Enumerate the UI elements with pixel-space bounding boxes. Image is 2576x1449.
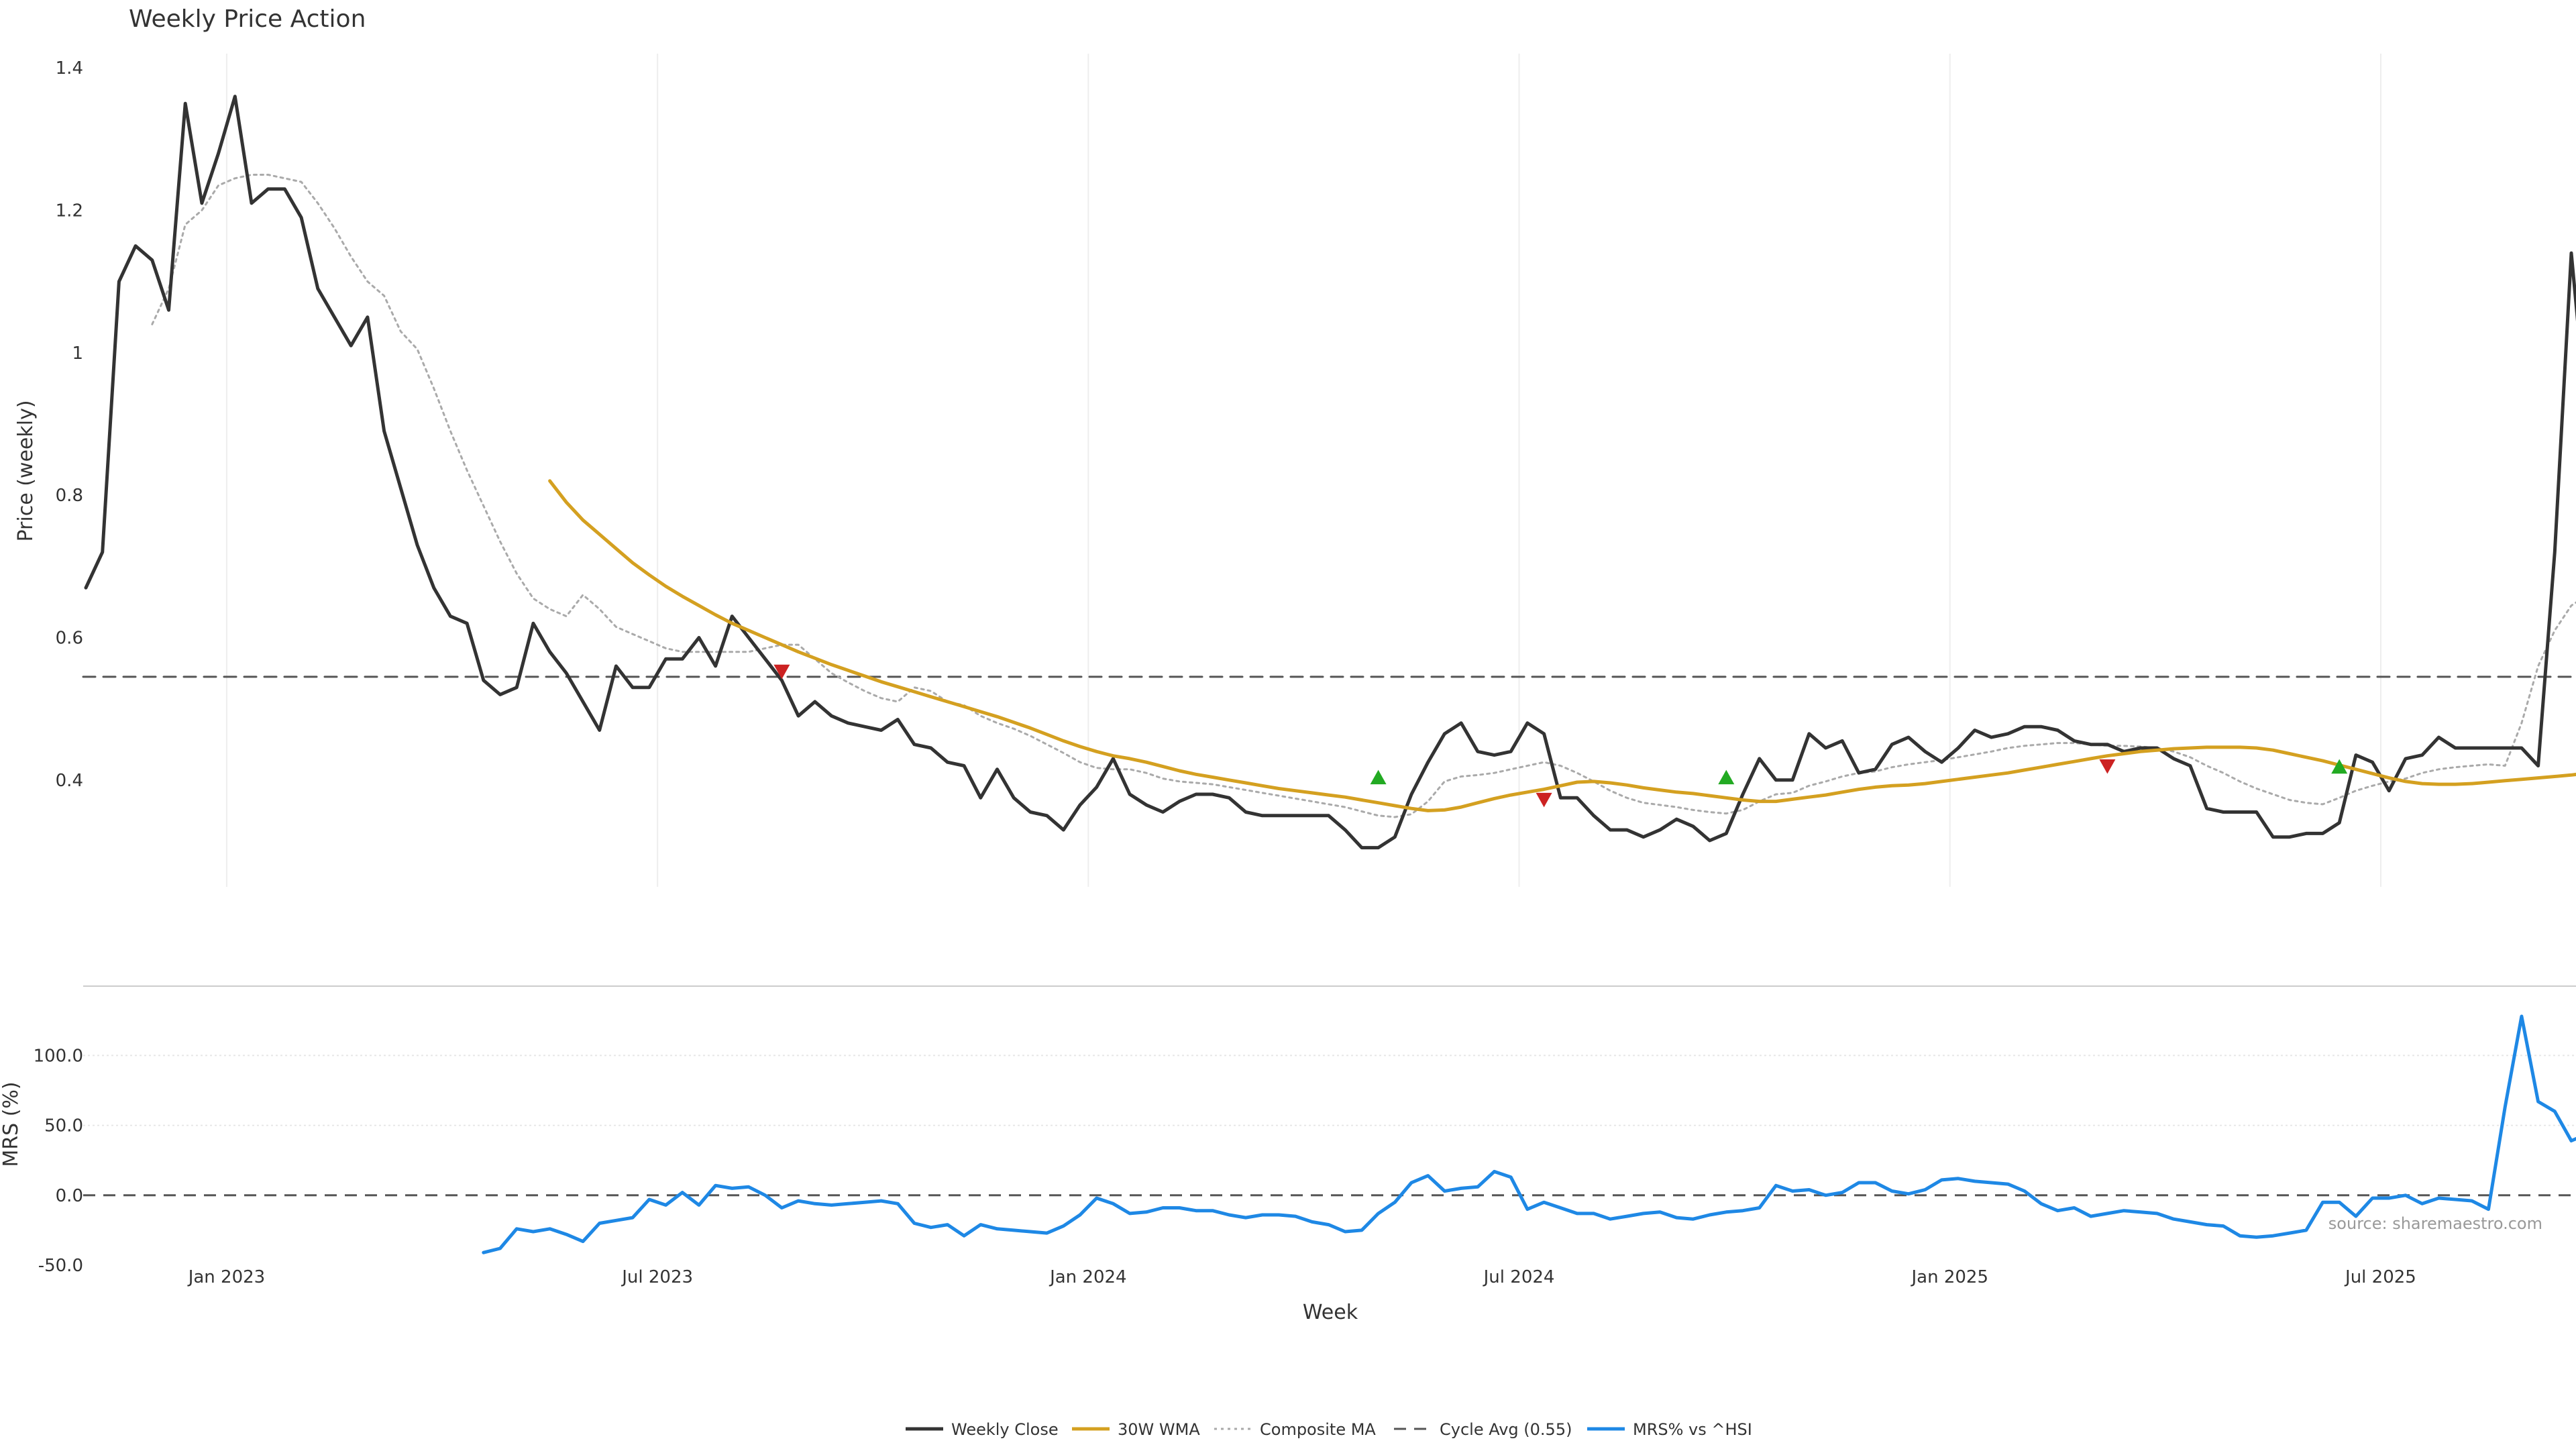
sell-signal-marker bbox=[773, 664, 790, 680]
price-y-tick-0-8: 0.8 bbox=[56, 486, 83, 506]
x-tick-jul-2023: Jul 2023 bbox=[621, 1267, 693, 1287]
legend-label-cycle-avg-0-55: Cycle Avg (0.55) bbox=[1440, 1420, 1572, 1439]
x-tick-jan-2023: Jan 2023 bbox=[187, 1267, 266, 1287]
x-tick-jan-2024: Jan 2024 bbox=[1049, 1267, 1127, 1287]
mrs-y-tick-100-0: 100.0 bbox=[34, 1046, 83, 1066]
price-y-ticks: 0.4 0.6 0.8 1 1.2 1.4 bbox=[56, 58, 83, 791]
mrs-y-tick-0-0: 0.0 bbox=[56, 1186, 83, 1206]
x-tick-jul-2024: Jul 2024 bbox=[1483, 1267, 1555, 1287]
legend-label-30w-wma: 30W WMA bbox=[1118, 1420, 1200, 1439]
signal-markers bbox=[773, 664, 2348, 808]
series-mrs-vs-hsi bbox=[482, 1014, 2576, 1254]
buy-signal-marker bbox=[2331, 759, 2348, 774]
sell-signal-marker bbox=[2099, 759, 2116, 774]
legend-label-weekly-close: Weekly Close bbox=[951, 1420, 1059, 1439]
price-y-tick-1: 1 bbox=[72, 343, 83, 364]
x-tick-jul-2025: Jul 2025 bbox=[2344, 1267, 2416, 1287]
x-ticks: Jan 2023 Jul 2023 Jan 2024 Jul 2024 Jan 2025… bbox=[187, 1267, 2416, 1287]
mrs-y-tick-50-0: 50.0 bbox=[44, 1116, 83, 1136]
series-layer bbox=[82, 95, 2576, 1254]
mrs-y-axis-label: MRS (%) bbox=[0, 1081, 23, 1167]
mrs-y-ticks: -50.0 0.0 50.0 100.0 bbox=[34, 1046, 83, 1276]
price-y-axis-label: Price (weekly) bbox=[14, 400, 38, 541]
legend-label-mrs-vs-hsi: MRS% vs ^HSI bbox=[1633, 1420, 1752, 1439]
legend-label-composite-ma: Composite MA bbox=[1260, 1420, 1376, 1439]
buy-signal-marker bbox=[1718, 769, 1735, 785]
series-composite-ma bbox=[151, 174, 2576, 818]
mrs-panel-grid bbox=[83, 1055, 2576, 1126]
series-30w-wma bbox=[548, 479, 2576, 812]
price-panel-grid bbox=[225, 54, 2381, 887]
price-y-tick-0-6: 0.6 bbox=[56, 628, 83, 648]
x-tick-jan-2025: Jan 2025 bbox=[1910, 1267, 1988, 1287]
sell-signal-marker bbox=[1536, 792, 1552, 808]
price-y-tick-1-2: 1.2 bbox=[56, 201, 83, 221]
series-weekly-close bbox=[84, 95, 2576, 850]
chart-legend: Weekly Close 30W WMA Composite MA Cycle Avg… bbox=[906, 1420, 1752, 1439]
mrs-y-tick-50-0: -50.0 bbox=[38, 1256, 83, 1276]
source-note: source: sharemaestro.com bbox=[2328, 1214, 2542, 1233]
chart-title: Weekly Price Action bbox=[129, 5, 366, 33]
x-axis-label: Week bbox=[1303, 1301, 1358, 1324]
buy-signal-marker bbox=[1370, 769, 1387, 785]
price-y-tick-0-4: 0.4 bbox=[56, 771, 83, 791]
price-y-tick-1-4: 1.4 bbox=[56, 58, 83, 78]
